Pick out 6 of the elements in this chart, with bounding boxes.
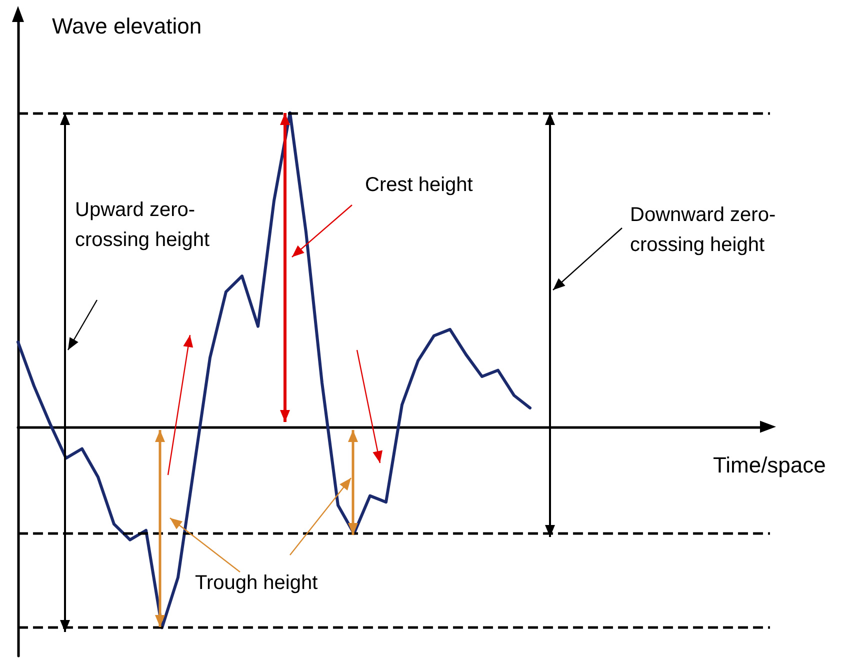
x-axis-title: Time/space bbox=[713, 452, 826, 478]
annotation: Upward zero- crossing height bbox=[75, 199, 210, 251]
annotation: Trough height bbox=[195, 572, 318, 594]
y-axis-title: Wave elevation bbox=[52, 14, 202, 38]
annotation: Crest height bbox=[365, 174, 474, 196]
annotation: Downward zero- crossing height bbox=[630, 204, 776, 256]
